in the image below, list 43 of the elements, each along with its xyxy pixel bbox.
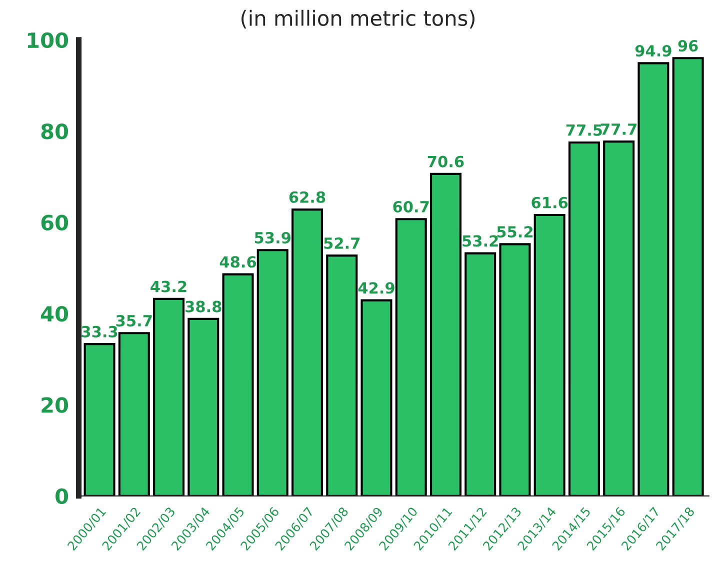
bar [360, 299, 392, 496]
bar [638, 62, 670, 496]
data-label: 61.6 [532, 196, 568, 208]
y-tick-label: 0 [56, 488, 68, 504]
bar [256, 249, 288, 496]
y-tick-label: 80 [41, 124, 68, 140]
bar [153, 298, 185, 496]
data-label: 62.8 [289, 191, 326, 203]
bar [568, 141, 600, 496]
data-label: 33.3 [82, 326, 118, 338]
bar [395, 218, 427, 496]
data-label: 53.9 [254, 232, 290, 244]
data-label: 43.2 [150, 280, 186, 292]
data-label: 35.7 [116, 314, 152, 326]
data-label: 38.8 [186, 300, 222, 312]
data-label: 53.2 [462, 235, 498, 247]
data-label: 96 [678, 40, 698, 52]
data-label: 77.5 [566, 124, 602, 136]
data-label: 55.2 [497, 226, 532, 238]
bar [291, 208, 324, 496]
bar [326, 254, 358, 496]
y-tick-label: 40 [40, 306, 68, 322]
bar [84, 343, 116, 496]
data-label: 94.9 [635, 45, 672, 57]
data-label: 70.6 [428, 156, 464, 168]
bar [464, 252, 496, 496]
bar [499, 243, 531, 496]
bar [603, 140, 635, 496]
data-label: 60.7 [393, 200, 429, 212]
bar [222, 273, 254, 496]
data-label: 48.6 [220, 256, 256, 268]
y-tick-label: 60 [41, 214, 68, 231]
bar [188, 318, 220, 496]
data-label: 52.7 [324, 237, 360, 249]
data-label: 77.7 [601, 124, 636, 135]
chart-subtitle: (in million metric tons) [242, 10, 474, 28]
bar [534, 214, 566, 496]
bar [672, 57, 704, 496]
bar [118, 332, 150, 496]
y-tick-label: 100 [28, 32, 68, 48]
y-tick-label: 20 [42, 397, 68, 413]
data-label: 42.9 [358, 282, 394, 294]
bar [430, 172, 462, 496]
